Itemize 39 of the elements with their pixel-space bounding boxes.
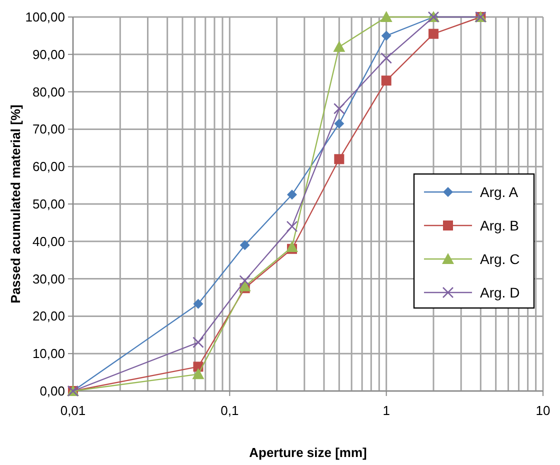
x-tick-label: 1 [382,403,390,418]
legend-label: Arg. A [480,184,519,200]
point [286,241,298,252]
point [334,154,344,164]
y-tick-label: 90,00 [32,46,65,62]
point [193,298,204,309]
x-tick-label: 10 [536,403,550,418]
point [238,280,251,292]
point [381,30,392,41]
point [381,76,392,86]
x-tick-label: 0,1 [220,403,239,418]
y-tick-label: 10,00 [32,346,65,362]
y-axis-title: Passed acumulated material [%] [8,104,23,304]
point [334,118,344,129]
point [192,336,204,348]
legend-label: Arg. C [480,251,520,267]
x-axis-title: Aperture size [mm] [249,445,367,460]
y-tick-label: 30,00 [32,271,65,286]
y-tick-label: 0,00 [40,384,65,398]
legend-label: Arg. D [480,284,520,300]
y-tick-label: 100,00 [25,10,65,24]
point [286,220,298,232]
point [287,190,298,200]
y-tick-label: 40,00 [32,234,65,249]
point [428,28,438,39]
point [380,52,392,64]
point [240,240,250,250]
point [192,368,204,380]
y-tick-label: 70,00 [32,122,65,137]
y-tick-label: 50,00 [32,196,65,212]
legend-label: Arg. B [480,218,519,234]
y-tick-label: 20,00 [32,308,65,324]
point [333,40,346,52]
point [239,275,250,286]
x-tick-label: 0,01 [60,403,86,418]
point [334,102,345,114]
y-tick-label: 80,00 [32,84,65,100]
y-tick-label: 60,00 [32,159,65,174]
point [380,11,392,22]
